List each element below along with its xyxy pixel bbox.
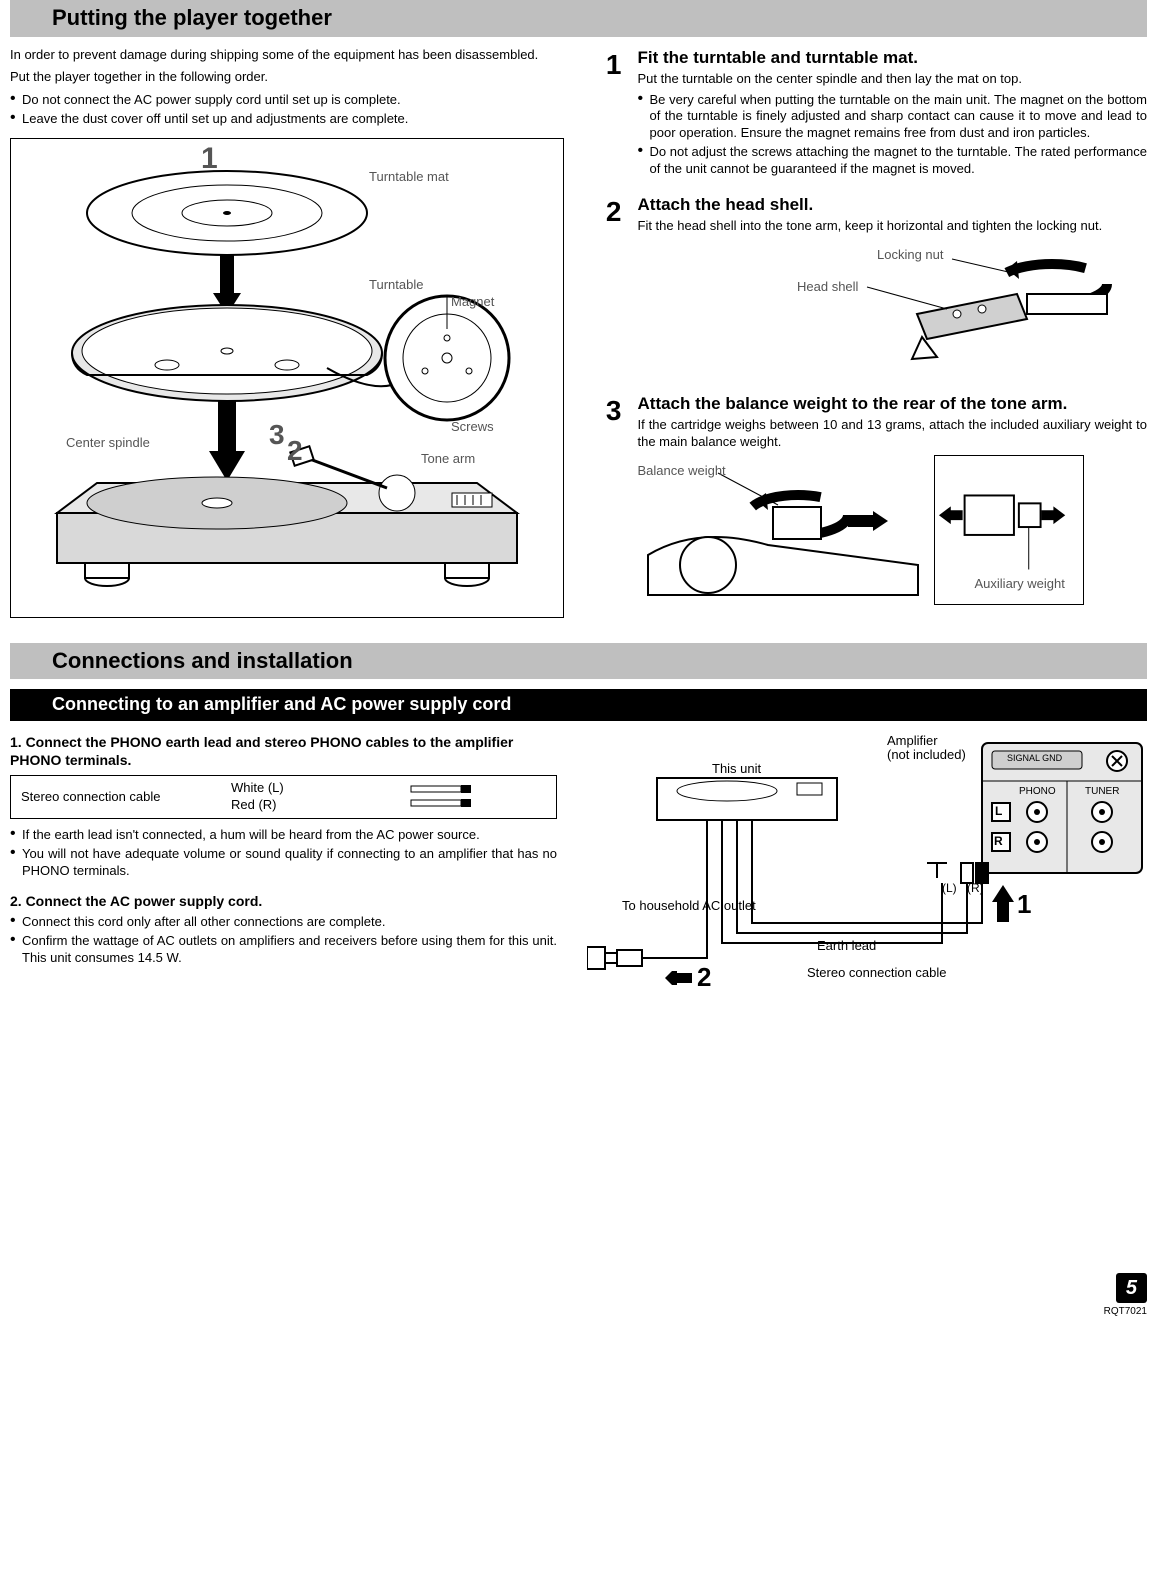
- conn-bullet: Confirm the wattage of AC outlets on amp…: [10, 933, 557, 967]
- step-3: 3 Attach the balance weight to the rear …: [594, 393, 1148, 605]
- doc-id: RQT7021: [10, 1305, 1147, 1318]
- step-title: Attach the head shell.: [638, 194, 1148, 216]
- label-turntable: Turntable: [369, 277, 423, 294]
- step-num: 3: [594, 393, 622, 605]
- step-bullet: Do not adjust the screws attaching the m…: [638, 144, 1148, 178]
- section1-header: Putting the player together: [10, 0, 1147, 37]
- label-screws: Screws: [451, 419, 494, 436]
- section2-right: Amplifier (not included) This unit SIGNA…: [587, 733, 1147, 993]
- step-bullet: Be very careful when putting the turntab…: [638, 92, 1148, 143]
- label-stereo-cable: Stereo connection cable: [807, 965, 946, 982]
- cable-white: White (L): [231, 780, 406, 797]
- step-num: 1: [594, 47, 622, 180]
- label-l-jack: L: [995, 804, 1002, 820]
- cable-red: Red (R): [231, 797, 406, 814]
- label-l: (L): [942, 881, 957, 897]
- label-this-unit: This unit: [712, 761, 761, 778]
- label-head-shell: Head shell: [797, 279, 858, 296]
- page-number: 5: [1116, 1273, 1147, 1303]
- assembly-diagram: 1 Turntable mat Turntable Magnet Screws …: [10, 138, 564, 618]
- conn-bullet: Connect this cord only after all other c…: [10, 914, 557, 931]
- step-1: 1 Fit the turntable and turntable mat. P…: [594, 47, 1148, 180]
- label-locking-nut: Locking nut: [877, 247, 944, 264]
- aux-weight-diagram: Auxiliary weight: [934, 455, 1084, 605]
- diagram-num1: 1: [201, 139, 218, 178]
- label-turntable-mat: Turntable mat: [369, 169, 449, 186]
- cable-table: Stereo connection cable White (L) Red (R…: [10, 775, 557, 819]
- section2-left: 1. Connect the PHONO earth lead and ster…: [10, 733, 557, 993]
- step-title: Fit the turntable and turntable mat.: [638, 47, 1148, 69]
- label-tone-arm: Tone arm: [421, 451, 475, 468]
- intro-bullet: Leave the dust cover off until set up an…: [10, 111, 564, 128]
- label-earth-lead: Earth lead: [817, 938, 876, 955]
- conn-step-title: 1. Connect the PHONO earth lead and ster…: [10, 733, 557, 769]
- conn-num1: 1: [1017, 888, 1031, 922]
- step-2: 2 Attach the head shell. Fit the head sh…: [594, 194, 1148, 379]
- conn-step-2: 2. Connect the AC power supply cord. Con…: [10, 892, 557, 967]
- intro2: Put the player together in the following…: [10, 69, 564, 86]
- step-text: If the cartridge weighs between 10 and 1…: [638, 417, 1148, 451]
- label-phono: PHONO: [1019, 785, 1056, 798]
- label-balance-weight: Balance weight: [638, 463, 726, 480]
- label-magnet: Magnet: [451, 294, 494, 311]
- diagram-num3: 3: [269, 417, 285, 453]
- cable-label: Stereo connection cable: [21, 789, 231, 806]
- label-to-ac: To household AC outlet: [622, 898, 756, 915]
- section2-header: Connections and installation: [10, 643, 1147, 680]
- balance-diagram: Balance weight: [638, 455, 928, 605]
- conn-bullet: If the earth lead isn't connected, a hum…: [10, 827, 557, 844]
- label-tuner: TUNER: [1085, 785, 1119, 798]
- diagram-num2: 2: [287, 433, 303, 469]
- label-not-included: (not included): [887, 747, 966, 764]
- label-r: (R): [967, 881, 984, 897]
- page-footer: 5 RQT7021: [10, 1273, 1147, 1318]
- step-text: Put the turntable on the center spindle …: [638, 71, 1148, 88]
- section1-right: 1 Fit the turntable and turntable mat. P…: [594, 47, 1148, 619]
- conn-num2: 2: [697, 961, 711, 995]
- intro-bullet: Do not connect the AC power supply cord …: [10, 92, 564, 109]
- connection-diagram: Amplifier (not included) This unit SIGNA…: [587, 733, 1147, 993]
- section1-body: In order to prevent damage during shippi…: [10, 47, 1147, 619]
- section1-left: In order to prevent damage during shippi…: [10, 47, 564, 619]
- conn-step-1: 1. Connect the PHONO earth lead and ster…: [10, 733, 557, 880]
- headshell-diagram: Locking nut Head shell: [767, 239, 1147, 379]
- label-aux-weight: Auxiliary weight: [975, 576, 1065, 593]
- intro-bullets: Do not connect the AC power supply cord …: [10, 92, 564, 128]
- conn-step-title: 2. Connect the AC power supply cord.: [10, 892, 557, 910]
- step-text: Fit the head shell into the tone arm, ke…: [638, 218, 1148, 235]
- label-r-jack: R: [994, 834, 1003, 850]
- step-title: Attach the balance weight to the rear of…: [638, 393, 1148, 415]
- section2-subheader: Connecting to an amplifier and AC power …: [10, 689, 1147, 720]
- step-num: 2: [594, 194, 622, 379]
- label-signal-gnd: SIGNAL GND: [1007, 753, 1062, 765]
- intro1: In order to prevent damage during shippi…: [10, 47, 564, 64]
- section2-body: 1. Connect the PHONO earth lead and ster…: [10, 733, 1147, 993]
- conn-bullet: You will not have adequate volume or sou…: [10, 846, 557, 880]
- label-center-spindle: Center spindle: [66, 435, 150, 452]
